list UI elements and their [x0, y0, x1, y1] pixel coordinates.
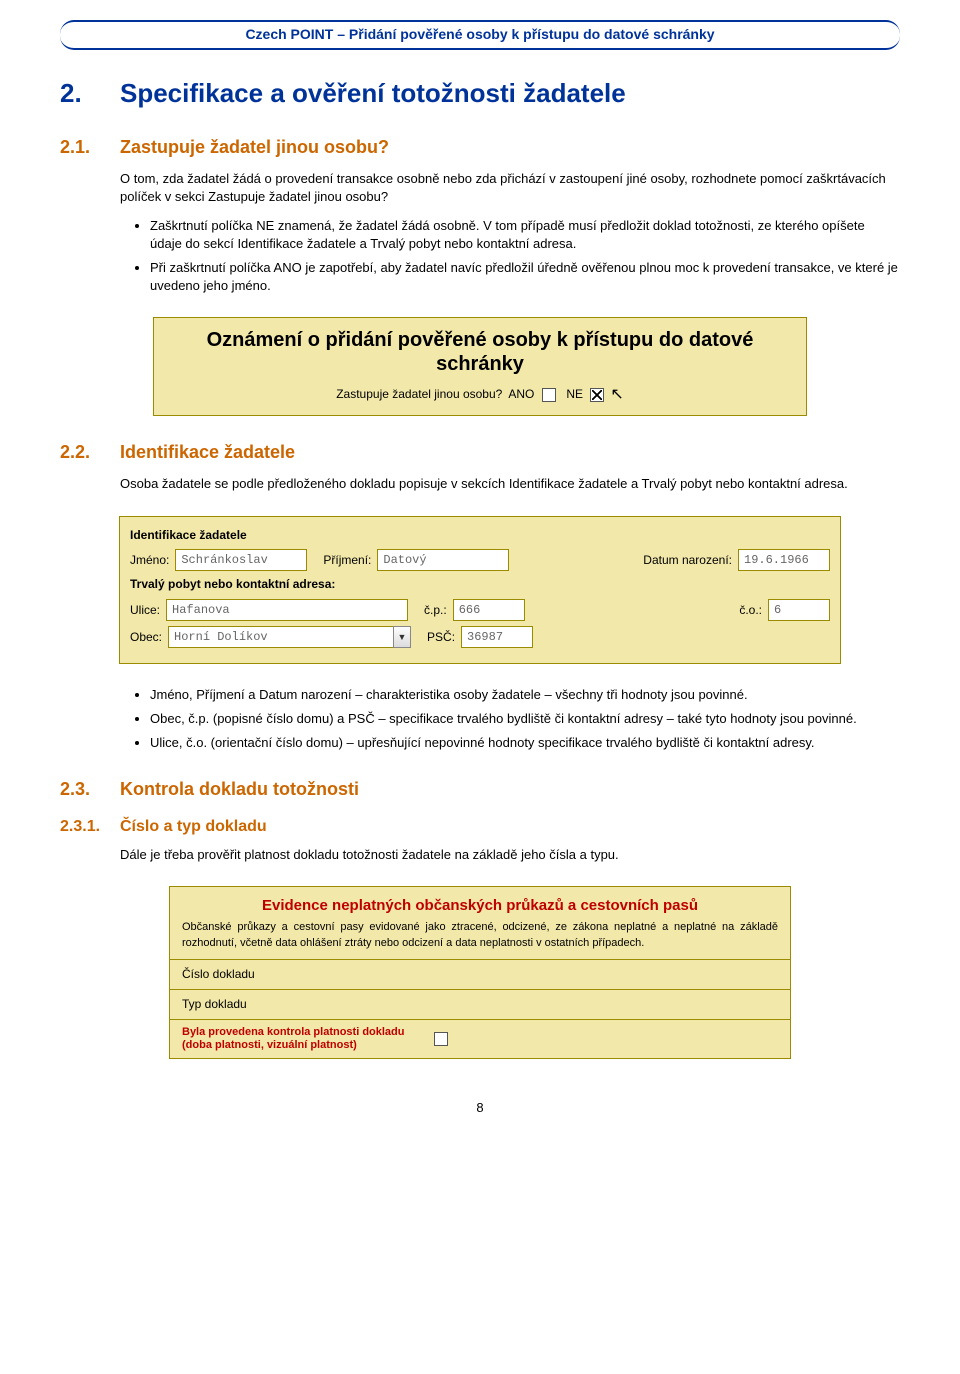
- field-cp[interactable]: 666: [453, 599, 525, 621]
- form-evidence-desc: Občanské průkazy a cestovní pasy evidova…: [170, 920, 790, 959]
- heading-2-2-num: 2.2.: [60, 440, 120, 465]
- form-evidence-title: Evidence neplatných občanských průkazů a…: [170, 887, 790, 920]
- label-co: č.o.:: [739, 602, 762, 619]
- field-obec[interactable]: Horní Dolíkov: [168, 626, 394, 648]
- form-evidence: Evidence neplatných občanských průkazů a…: [169, 886, 791, 1059]
- field-datnar[interactable]: 19.6.1966: [738, 549, 830, 571]
- field-psc[interactable]: 36987: [461, 626, 533, 648]
- heading-2-3-num: 2.3.: [60, 777, 120, 802]
- row-cislo-dokladu: Číslo dokladu: [170, 959, 790, 989]
- label-kontrola-2: (doba platnosti, vizuální platnost): [182, 1039, 357, 1051]
- label-psc: PSČ:: [427, 629, 455, 646]
- form-oznameni-question: Zastupuje žadatel jinou osobu?: [336, 387, 502, 401]
- field-ulice[interactable]: Hafanova: [166, 599, 408, 621]
- form-identifikace: Identifikace žadatele Jméno: Schránkosla…: [119, 516, 841, 665]
- heading-2-3: 2.3.Kontrola dokladu totožnosti: [60, 777, 900, 802]
- form-sec2-title: Trvalý pobyt nebo kontaktní adresa:: [130, 576, 830, 593]
- label-prijmeni: Příjmení:: [323, 552, 371, 569]
- heading-2-2-text: Identifikace žadatele: [120, 442, 295, 462]
- heading-2-num: 2.: [60, 75, 120, 111]
- label-cp: č.p.:: [424, 602, 447, 619]
- bullet-2-1-ano: Při zaškrtnutí políčka ANO je zapotřebí,…: [150, 259, 900, 295]
- field-prijmeni[interactable]: Datový: [377, 549, 509, 571]
- heading-2-3-text: Kontrola dokladu totožnosti: [120, 779, 359, 799]
- heading-2-1-text: Zastupuje žadatel jinou osobu?: [120, 137, 389, 157]
- label-jmeno: Jméno:: [130, 552, 169, 569]
- row-typ-dokladu: Typ dokladu: [170, 989, 790, 1019]
- bullets-2-2: Jméno, Příjmení a Datum narození – chara…: [150, 686, 900, 753]
- label-obec: Obec:: [130, 629, 162, 646]
- para-2-2: Osoba žadatele se podle předloženého dok…: [120, 475, 900, 493]
- form-oznameni-title: Oznámení o přidání pověřené osoby k přís…: [170, 328, 790, 376]
- figure-oznameni: Oznámení o přidání pověřené osoby k přís…: [60, 317, 900, 416]
- heading-2-3-1: 2.3.1.Číslo a typ dokladu: [60, 816, 900, 838]
- form-sec1-title: Identifikace žadatele: [130, 527, 830, 544]
- bullets-2-1: Zaškrtnutí políčka NE znamená, že žadate…: [150, 217, 900, 296]
- para-2-1: O tom, zda žadatel žádá o provedení tran…: [120, 170, 900, 206]
- heading-2-1-num: 2.1.: [60, 135, 120, 160]
- row-kontrola: Byla provedena kontrola platnosti doklad…: [170, 1019, 790, 1058]
- checkbox-ano[interactable]: [542, 388, 556, 402]
- label-ulice: Ulice:: [130, 602, 160, 619]
- bullet-2-2-1: Jméno, Příjmení a Datum narození – chara…: [150, 686, 900, 704]
- heading-2-2: 2.2.Identifikace žadatele: [60, 440, 900, 465]
- para-2-3-1: Dále je třeba prověřit platnost dokladu …: [120, 846, 900, 864]
- figure-identifikace: Identifikace žadatele Jméno: Schránkosla…: [60, 516, 900, 665]
- cursor-icon: ↖: [610, 387, 623, 403]
- bullet-2-1-ne: Zaškrtnutí políčka NE znamená, že žadate…: [150, 217, 900, 253]
- heading-2-3-1-num: 2.3.1.: [60, 816, 120, 838]
- page-header: Czech POINT – Přidání pověřené osoby k p…: [60, 20, 900, 50]
- heading-2-text: Specifikace a ověření totožnosti žadatel…: [120, 78, 626, 108]
- chevron-down-icon[interactable]: ▼: [393, 626, 411, 648]
- heading-2-3-1-text: Číslo a typ dokladu: [120, 818, 267, 835]
- checkbox-ne[interactable]: [590, 388, 604, 402]
- bullet-2-2-3: Ulice, č.o. (orientační číslo domu) – up…: [150, 734, 900, 752]
- heading-2-1: 2.1.Zastupuje žadatel jinou osobu?: [60, 135, 900, 160]
- form-oznameni: Oznámení o přidání pověřené osoby k přís…: [153, 317, 807, 416]
- label-typ-dokladu: Typ dokladu: [182, 996, 247, 1013]
- heading-2: 2.Specifikace a ověření totožnosti žadat…: [60, 75, 900, 111]
- label-ne: NE: [566, 387, 583, 401]
- field-jmeno[interactable]: Schránkoslav: [175, 549, 307, 571]
- field-co[interactable]: 6: [768, 599, 830, 621]
- label-cislo-dokladu: Číslo dokladu: [182, 966, 255, 983]
- checkbox-kontrola[interactable]: [434, 1032, 448, 1046]
- label-ano: ANO: [508, 387, 534, 401]
- dropdown-obec[interactable]: Horní Dolíkov ▼: [168, 626, 411, 648]
- label-datnar: Datum narození:: [643, 552, 732, 569]
- bullet-2-2-2: Obec, č.p. (popisné číslo domu) a PSČ – …: [150, 710, 900, 728]
- label-kontrola-1: Byla provedena kontrola platnosti doklad…: [182, 1026, 404, 1038]
- page-number: 8: [60, 1099, 900, 1117]
- figure-evidence: Evidence neplatných občanských průkazů a…: [60, 886, 900, 1059]
